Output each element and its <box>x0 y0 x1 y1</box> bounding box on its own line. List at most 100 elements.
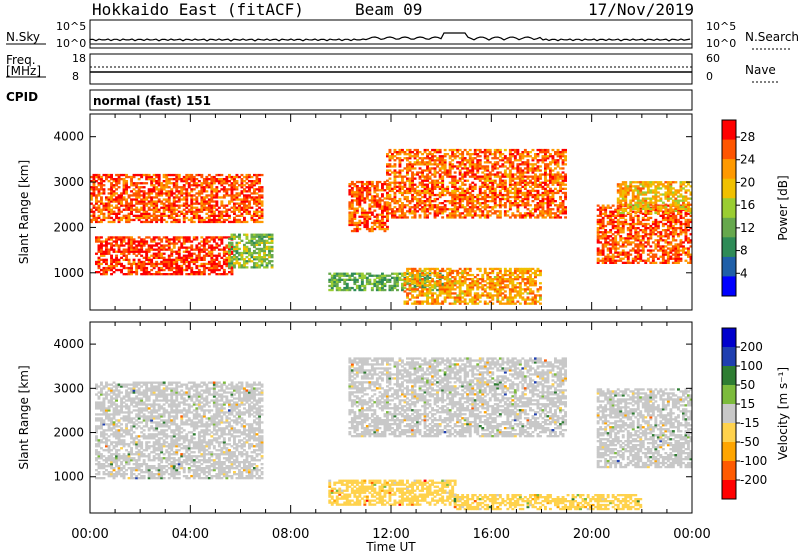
power-cell <box>195 246 199 249</box>
power-cell <box>513 271 517 275</box>
power-cell <box>140 268 144 272</box>
power-cell <box>438 288 442 291</box>
power-cell <box>413 282 417 285</box>
power-cell <box>393 171 397 174</box>
power-cell <box>230 206 234 209</box>
power-cell <box>601 251 605 254</box>
power-cell <box>175 268 179 272</box>
power-cell <box>157 262 161 266</box>
power-cell <box>190 240 194 243</box>
power-cell <box>235 245 239 249</box>
power-cell <box>358 189 362 192</box>
power-cell <box>536 267 540 271</box>
power-cell <box>172 250 176 253</box>
power-cell <box>100 175 103 179</box>
power-cell <box>202 182 206 185</box>
power-cell <box>611 224 615 228</box>
power-cell <box>428 273 432 277</box>
power-cell <box>393 193 397 197</box>
power-cell <box>433 148 437 152</box>
power-cell <box>368 203 372 206</box>
power-cell <box>243 251 246 255</box>
power-cell <box>177 254 181 257</box>
power-cell <box>486 165 490 168</box>
power-cell <box>145 212 149 215</box>
power-cell <box>381 193 384 196</box>
power-cell <box>508 271 512 275</box>
power-cell <box>167 240 171 243</box>
power-cell <box>210 184 214 187</box>
power-cell <box>363 183 367 186</box>
power-cell <box>190 212 194 215</box>
power-cell <box>155 206 159 209</box>
power-cell <box>233 212 236 215</box>
power-cell <box>217 214 221 217</box>
power-cell <box>596 208 600 211</box>
power-cell <box>388 148 392 152</box>
power-cell <box>606 222 610 226</box>
power-cell <box>498 165 502 168</box>
power-cell <box>619 220 623 224</box>
power-cell <box>220 264 224 268</box>
power-cell <box>491 296 495 299</box>
power-cell <box>172 238 176 241</box>
power-cell <box>436 271 439 275</box>
power-cell <box>506 269 510 273</box>
power-cell <box>501 197 505 201</box>
power-cell <box>165 238 169 241</box>
power-cell <box>157 190 161 193</box>
power-cell <box>541 193 545 197</box>
power-cell <box>270 233 274 236</box>
power-cell <box>182 208 186 211</box>
power-cell <box>458 161 462 164</box>
power-cell <box>501 179 505 182</box>
power-cell <box>112 271 116 274</box>
power-cell <box>411 280 414 283</box>
power-cell <box>478 191 482 195</box>
power-cell <box>529 278 532 281</box>
power-cell <box>436 302 439 305</box>
power-cell <box>508 183 512 186</box>
power-cell <box>130 262 133 266</box>
power-cell <box>150 182 154 185</box>
power-cell <box>611 257 615 260</box>
power-cell <box>458 271 462 275</box>
power-cell <box>162 204 166 207</box>
power-cell <box>202 273 206 276</box>
power-cell <box>100 236 103 239</box>
power-cell <box>421 173 424 176</box>
power-cell <box>508 294 512 297</box>
power-cell <box>451 175 455 178</box>
power-cell <box>353 276 357 279</box>
power-cell <box>619 253 623 256</box>
power-cell <box>97 194 101 197</box>
power-cell <box>243 202 246 205</box>
power-cell <box>523 163 527 166</box>
power-cell <box>228 251 231 255</box>
power-cell <box>599 235 603 238</box>
power-cell <box>360 215 364 218</box>
power-cell <box>493 167 497 170</box>
power-cell <box>438 282 442 285</box>
power-cell <box>498 193 502 197</box>
power-cell <box>456 269 460 273</box>
power-cell <box>248 258 251 261</box>
power-cell <box>559 153 562 156</box>
power-cell <box>549 212 552 215</box>
power-cell <box>466 267 470 271</box>
power-cell <box>197 264 201 268</box>
power-cell <box>523 290 527 293</box>
power-cell <box>411 288 414 291</box>
power-cell <box>611 237 615 240</box>
power-cell <box>416 155 419 158</box>
power-cell <box>215 244 219 247</box>
power-cell <box>145 248 149 251</box>
power-cell <box>386 165 389 168</box>
power-cell <box>508 298 512 301</box>
power-cell <box>205 238 209 241</box>
power-cell <box>496 292 500 295</box>
power-cell <box>531 296 535 299</box>
power-cell <box>421 159 424 162</box>
power-cell <box>463 157 467 160</box>
power-cell <box>526 282 530 285</box>
